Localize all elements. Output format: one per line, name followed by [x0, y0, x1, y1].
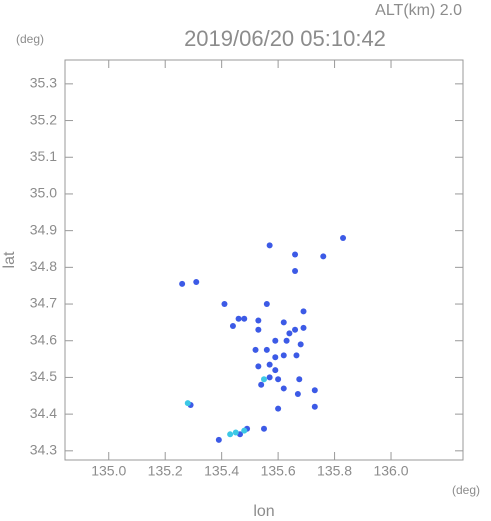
echo-point: [296, 376, 303, 383]
echo-point: [255, 326, 262, 333]
plot-frame: [64, 59, 464, 461]
echo-point: [255, 363, 262, 370]
echo-point: [215, 436, 222, 443]
y-tick-label: 34.3: [30, 442, 57, 458]
x-tick-label: 136.0: [373, 463, 408, 479]
echo-point: [280, 319, 287, 326]
x-tick-label: 135.0: [91, 463, 126, 479]
echo-point: [293, 352, 300, 359]
x-tick-label: 135.8: [317, 463, 352, 479]
echo-point: [258, 381, 265, 388]
echo-point: [266, 361, 273, 368]
echo-point: [266, 374, 273, 381]
echo-point: [272, 354, 279, 361]
chart-title: 2019/06/20 05:10:42: [184, 26, 386, 51]
echo-point: [294, 390, 301, 397]
echo-point: [275, 376, 282, 383]
y-unit: (deg): [16, 32, 44, 46]
echo-point: [320, 253, 327, 260]
x-tick-label: 135.6: [261, 463, 296, 479]
y-tick-label: 34.4: [30, 405, 57, 421]
chart-subtitle: ALT(km) 2.0: [375, 2, 462, 19]
echo-point: [261, 376, 267, 383]
echo-point: [300, 324, 307, 331]
y-tick-label: 35.0: [30, 185, 57, 201]
y-tick-label: 35.3: [30, 75, 57, 91]
echo-point: [300, 308, 307, 315]
y-tick-label: 35.2: [30, 111, 57, 127]
y-tick-label: 34.5: [30, 368, 57, 384]
echo-point: [252, 346, 259, 353]
echo-point: [229, 323, 236, 330]
y-axis-label: lat: [1, 251, 18, 268]
echo-point: [292, 326, 299, 333]
echo-point: [255, 317, 262, 324]
echo-point: [272, 337, 279, 344]
y-tick-label: 34.6: [30, 331, 57, 347]
echo-point: [292, 268, 299, 275]
y-tick-label: 34.9: [30, 221, 57, 237]
echo-point: [280, 385, 287, 392]
y-tick-label: 34.8: [30, 258, 57, 274]
x-axis-label: lon: [253, 503, 274, 520]
echo-point: [272, 367, 279, 374]
echo-point: [263, 346, 270, 353]
echo-point: [263, 301, 270, 308]
echo-point: [311, 403, 318, 410]
echo-point: [286, 330, 293, 337]
echo-point: [283, 337, 290, 344]
echo-point: [241, 427, 248, 434]
echo-point: [311, 387, 318, 394]
echo-point: [227, 431, 234, 438]
echo-point: [275, 405, 282, 412]
echo-point: [184, 400, 191, 407]
echo-point: [280, 352, 287, 359]
echo-point: [221, 301, 228, 308]
echo-point: [241, 315, 248, 322]
x-tick-label: 135.2: [148, 463, 183, 479]
echo-point: [193, 279, 200, 286]
y-tick-label: 34.7: [30, 295, 57, 311]
echo-point: [179, 280, 186, 287]
x-tick-label: 135.4: [204, 463, 239, 479]
y-tick-label: 35.1: [30, 148, 57, 164]
echo-point: [297, 341, 304, 348]
echo-point: [232, 429, 239, 436]
echo-point: [235, 315, 242, 322]
echo-point: [261, 425, 267, 432]
x-unit: (deg): [452, 483, 480, 497]
echo-point: [340, 234, 347, 241]
echo-point: [266, 242, 273, 249]
echo-point: [292, 251, 299, 258]
